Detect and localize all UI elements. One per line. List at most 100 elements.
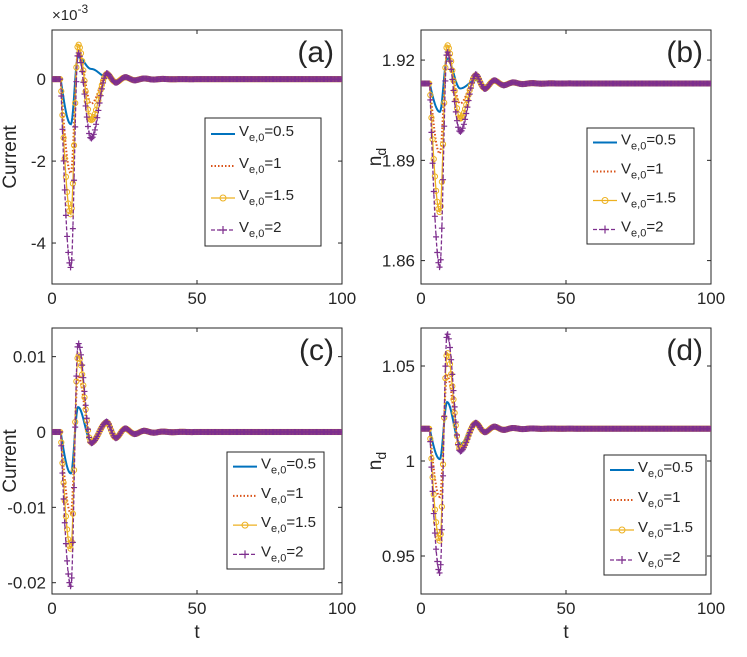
x-tick-label: 0 <box>47 289 56 308</box>
legend: Ve,0=0.5 Ve,0=1 Ve,0=1.5 Ve,0=2 <box>586 127 695 245</box>
series-marker <box>71 484 78 491</box>
series-marker <box>444 331 451 338</box>
series-marker <box>67 211 74 218</box>
series-marker <box>60 157 67 164</box>
series-marker <box>95 107 102 114</box>
y-tick-label: -0.02 <box>7 574 46 593</box>
series-marker <box>75 49 82 56</box>
series-marker <box>68 257 75 264</box>
series-marker <box>459 112 466 119</box>
series-marker <box>431 530 438 537</box>
series-marker <box>100 79 107 86</box>
series-marker <box>465 432 472 439</box>
series-marker <box>88 135 95 142</box>
series-marker <box>84 123 91 130</box>
series-marker <box>79 57 86 65</box>
y-tick-label: 1.92 <box>382 51 415 70</box>
series-marker <box>432 519 440 526</box>
series-marker <box>450 387 457 394</box>
series-marker <box>452 108 459 115</box>
series-marker <box>465 97 472 104</box>
series-marker <box>446 360 454 368</box>
series-marker <box>75 340 82 347</box>
series-marker <box>83 415 90 422</box>
x-tick-label: 100 <box>328 289 356 308</box>
series-marker <box>708 425 711 432</box>
series-marker <box>448 356 455 363</box>
series-marker <box>64 233 71 240</box>
legend-marker <box>241 550 249 559</box>
series-marker <box>66 579 73 586</box>
series-marker <box>440 176 447 183</box>
x-tick-label: 0 <box>416 599 425 618</box>
x-tick-label: 100 <box>697 599 725 618</box>
series-marker <box>452 419 459 426</box>
series-marker <box>61 497 68 504</box>
series-marker <box>452 97 459 104</box>
series-marker <box>444 42 451 49</box>
x-tick-label: 100 <box>697 289 725 308</box>
series-marker <box>427 96 434 103</box>
series-marker <box>444 350 451 357</box>
series-marker <box>434 558 441 565</box>
legend-marker <box>618 526 626 534</box>
series-marker <box>98 85 105 92</box>
series-marker <box>73 64 80 71</box>
legend: Ve,0=0.5 Ve,0=1 Ve,0=1.5 Ve,0=2 <box>226 451 325 570</box>
series-marker <box>457 128 464 135</box>
series-marker <box>455 441 462 448</box>
legend: Ve,0=0.5 Ve,0=1 Ve,0=1.5 Ve,0=2 <box>603 454 707 576</box>
series-marker <box>70 142 78 149</box>
series-marker <box>69 539 76 546</box>
plot-area <box>421 42 711 271</box>
series-marker <box>426 80 433 87</box>
series-marker <box>447 58 453 65</box>
panel-a: 0 50 100 -4 -2 0 ×10-3 Current (a) Ve,0=0.5 Ve,0=1… <box>0 2 356 308</box>
legend-label: Ve,0=2 <box>621 219 663 240</box>
y-axis-label: nd <box>365 148 389 166</box>
legend-label: Ve,0=0.5 <box>638 459 693 480</box>
series-marker <box>448 66 455 73</box>
legend-box <box>204 117 322 247</box>
x-tick-label: 50 <box>188 599 207 618</box>
series-marker <box>428 129 435 136</box>
legend-box <box>586 127 695 245</box>
series-marker <box>455 124 462 131</box>
y-tick-label: -0.01 <box>7 498 46 517</box>
series-marker <box>442 363 449 370</box>
series-marker <box>62 212 69 219</box>
series-marker <box>78 351 84 358</box>
legend-label: Ve,0=1 <box>239 155 281 176</box>
series-marker <box>436 569 443 576</box>
y-axis-label: Current <box>0 125 21 189</box>
series-marker <box>58 442 65 449</box>
series-marker <box>429 160 436 167</box>
series-marker <box>431 213 438 220</box>
series-marker <box>466 91 473 98</box>
series-marker <box>431 506 439 513</box>
series-marker <box>429 488 436 495</box>
series-marker <box>428 464 435 471</box>
series-marker <box>89 134 96 141</box>
series-marker <box>430 510 437 517</box>
series-marker <box>81 388 88 395</box>
exponent-label: ×10-3 <box>52 2 88 24</box>
y-tick-label: 1.89 <box>382 151 415 170</box>
series-marker <box>464 104 471 111</box>
series-marker <box>430 188 437 195</box>
series-marker <box>438 225 445 232</box>
series-marker <box>73 78 80 85</box>
x-axis-label: t <box>563 622 569 643</box>
series-marker <box>426 425 433 432</box>
series-marker <box>79 371 86 378</box>
series-marker <box>441 413 448 420</box>
y-tick-label: 1.86 <box>382 252 415 271</box>
series-marker <box>93 121 100 128</box>
y-tick-label: 0.95 <box>382 547 415 566</box>
series-marker <box>79 68 86 75</box>
series-marker <box>59 126 66 133</box>
series-marker <box>477 78 484 85</box>
legend-marker <box>601 197 609 204</box>
series-marker <box>69 225 76 232</box>
series-marker <box>60 134 67 141</box>
